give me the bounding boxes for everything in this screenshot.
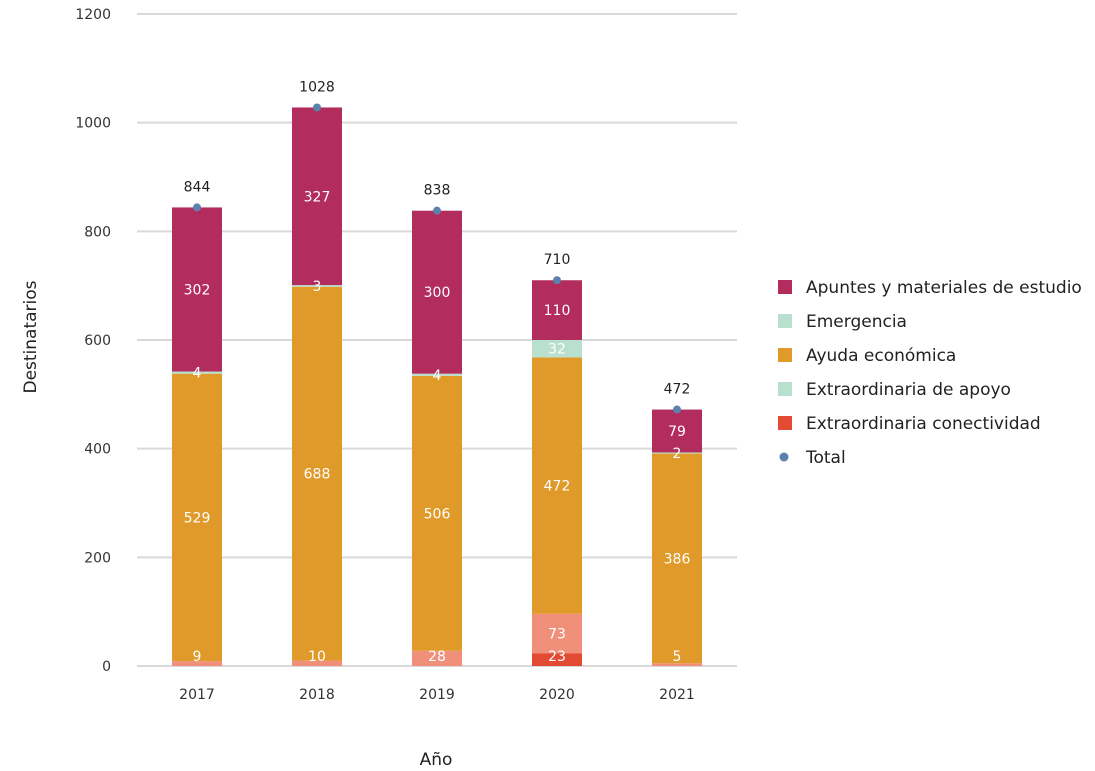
segment-value-label: 688 <box>304 467 331 483</box>
y-tick-label: 1000 <box>75 116 111 132</box>
x-tick-label: 2017 <box>179 687 215 703</box>
bar-segment <box>412 373 462 376</box>
y-tick-label: 600 <box>84 333 111 349</box>
bar-segment <box>172 207 222 372</box>
legend-label: Ayuda económica <box>806 346 956 366</box>
bar-segment <box>412 650 462 666</box>
segment-labels: 9 529 4 302 10 688 3 327 28 506 4 300 23 73 472 32 110 5 3… <box>184 189 691 665</box>
bar-segment <box>412 375 462 651</box>
legend-marker-total <box>779 452 789 462</box>
legend: Apuntes y materiales de estudio Emergenci… <box>778 278 1082 468</box>
bar-segment <box>172 373 222 662</box>
bar-segment <box>292 285 342 287</box>
bar-segment <box>532 653 582 666</box>
bar-segment <box>532 613 582 654</box>
x-axis-label: Año <box>420 750 453 770</box>
segment-value-label: 23 <box>548 649 566 665</box>
legend-swatch <box>778 280 792 294</box>
y-tick-label: 400 <box>84 442 111 458</box>
y-tick-label: 200 <box>84 550 111 566</box>
legend-swatch <box>778 348 792 362</box>
segment-value-label: 386 <box>664 551 691 567</box>
x-tick-label: 2021 <box>659 687 695 703</box>
segment-value-label: 79 <box>668 424 686 440</box>
segment-value-label: 110 <box>544 303 571 319</box>
y-tick-label: 1200 <box>75 7 111 23</box>
bar-segment <box>292 107 342 286</box>
y-axis-ticks: 0 200 400 600 800 1000 1200 <box>75 7 111 675</box>
segment-value-label: 2 <box>673 446 682 462</box>
segment-value-label: 327 <box>304 189 331 205</box>
bar-segment <box>172 661 222 666</box>
legend-label: Extraordinaria de apoyo <box>806 380 1011 400</box>
segment-value-label: 506 <box>424 506 451 522</box>
total-point <box>673 405 681 414</box>
y-axis-label: Destinatarios <box>21 280 41 393</box>
segment-value-label: 472 <box>544 479 571 495</box>
total-value-label: 844 <box>184 179 211 195</box>
bar-segment <box>292 660 342 666</box>
legend-label: Apuntes y materiales de estudio <box>806 278 1082 298</box>
x-tick-label: 2020 <box>539 687 575 703</box>
total-point <box>313 103 321 112</box>
segment-value-label: 4 <box>433 368 442 384</box>
legend-label: Extraordinaria conectividad <box>806 414 1041 434</box>
total-value-label: 710 <box>544 252 571 268</box>
x-tick-label: 2019 <box>419 687 455 703</box>
x-tick-label: 2018 <box>299 687 335 703</box>
bar-segment <box>532 340 582 358</box>
y-tick-label: 800 <box>84 224 111 240</box>
total-point <box>193 203 201 212</box>
total-markers: 844 1028 838 710 472 <box>184 79 691 414</box>
bar-segment <box>532 357 582 614</box>
segment-value-label: 73 <box>548 627 566 643</box>
bar-segment <box>652 452 702 454</box>
segment-value-label: 4 <box>193 366 202 382</box>
total-point <box>553 276 561 285</box>
bar-segment <box>292 286 342 661</box>
bar-segment <box>652 409 702 453</box>
legend-label: Total <box>805 448 846 468</box>
bar-segment <box>172 371 222 374</box>
bar-segment <box>532 280 582 340</box>
segment-value-label: 5 <box>673 649 682 665</box>
segment-value-label: 32 <box>548 342 566 358</box>
segment-value-label: 28 <box>428 649 446 665</box>
y-tick-label: 0 <box>102 659 111 675</box>
total-value-label: 1028 <box>299 79 335 95</box>
bars <box>172 107 702 666</box>
segment-value-label: 9 <box>193 649 202 665</box>
x-axis-ticks: 2017 2018 2019 2020 2021 <box>179 687 695 703</box>
segment-value-label: 10 <box>308 649 326 665</box>
legend-swatch <box>778 416 792 430</box>
bar-segment <box>652 453 702 664</box>
total-value-label: 838 <box>424 183 451 199</box>
segment-value-label: 529 <box>184 510 211 526</box>
bar-segment <box>652 663 702 666</box>
legend-label: Emergencia <box>806 312 907 332</box>
legend-swatch <box>778 382 792 396</box>
segment-value-label: 302 <box>184 282 211 298</box>
total-value-label: 472 <box>664 382 691 398</box>
legend-swatch <box>778 314 792 328</box>
bar-segment <box>412 210 462 374</box>
segment-value-label: 300 <box>424 285 451 301</box>
segment-value-label: 3 <box>313 279 322 295</box>
total-point <box>433 206 441 215</box>
